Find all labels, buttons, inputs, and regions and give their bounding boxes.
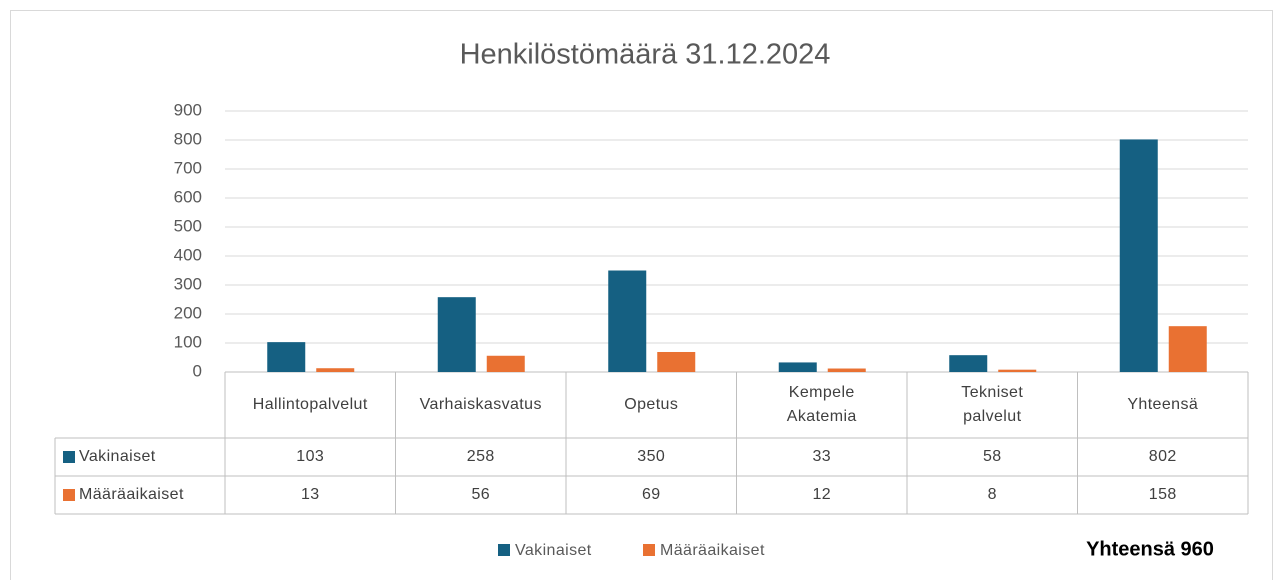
table-value: 58 [982,448,1002,465]
table-value: 350 [637,448,666,465]
table-value: 802 [1148,448,1177,465]
bar [949,355,988,372]
category-label: Kempele Akatemia [786,384,857,425]
legend-key [498,544,510,556]
chart-title: Henkilöstömäärä 31.12.2024 [460,39,831,71]
table-value: 8 [987,486,997,503]
bar [1119,139,1158,372]
bar [657,351,696,372]
row-header: Määräaikaiset [79,486,184,503]
category-label: Opetus [624,396,679,413]
table-value: 158 [1148,486,1177,503]
category-label: Yhteensä [1127,396,1199,413]
y-tick-label: 700 [174,158,202,177]
table-value: 56 [471,486,491,503]
y-tick-label: 500 [174,216,202,235]
category-label: Varhaiskasvatus [419,396,542,413]
table-value: 33 [812,448,832,465]
y-tick-label: 600 [174,187,202,206]
table-value: 103 [296,448,325,465]
y-tick-label: 0 [193,361,202,380]
y-tick-label: 900 [174,100,202,119]
bar [486,355,525,372]
legend-key [643,544,655,556]
y-tick-label: 100 [174,332,202,351]
bar [998,369,1037,372]
legend-label: Määräaikaiset [660,542,765,559]
row-header: Vakinaiset [79,448,156,465]
table-value: 258 [466,448,495,465]
table-value: 13 [300,486,320,503]
category-label: Tekniset palvelut [961,384,1024,425]
y-tick-label: 800 [174,129,202,148]
bar [827,368,866,372]
bar [437,297,476,372]
y-tick-label: 400 [174,245,202,264]
legend-label: Vakinaiset [515,542,592,559]
category-label: Hallintopalvelut [252,396,368,413]
bar [778,362,817,372]
y-tick-label: 300 [174,274,202,293]
legend-key [63,489,75,501]
table-value: 69 [641,486,661,503]
legend-key [63,451,75,463]
annotation: Yhteensä 960 [1086,538,1214,560]
table-value: 12 [812,486,832,503]
bar [267,342,306,372]
y-tick-label: 200 [174,303,202,322]
bar [316,368,355,372]
bar [1168,326,1207,372]
bar [608,270,647,372]
